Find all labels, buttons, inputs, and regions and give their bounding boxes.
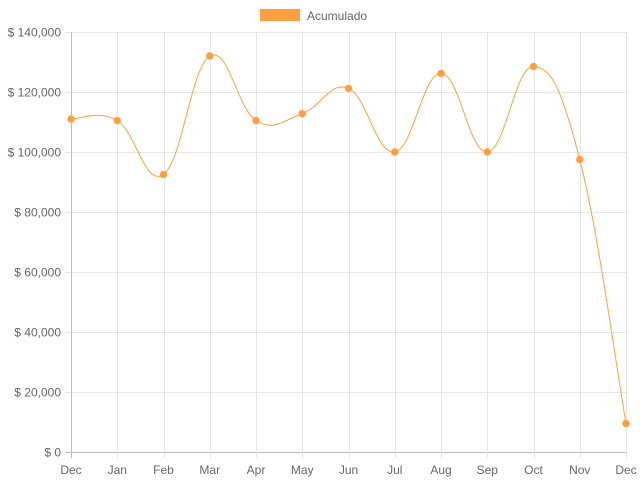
grid-layer (65, 32, 627, 458)
data-point[interactable] (159, 170, 168, 179)
x-tick-label: Apr (247, 463, 266, 477)
x-tick-label: Nov (569, 463, 590, 477)
y-tick-label: $ 20,000 (14, 386, 61, 400)
legend-swatch[interactable] (260, 9, 300, 21)
x-tick-label: Jun (339, 463, 358, 477)
y-tick-label: $ 60,000 (14, 266, 61, 280)
data-point[interactable] (437, 69, 445, 78)
data-point[interactable] (298, 109, 306, 118)
y-tick-label: $ 0 (44, 446, 61, 460)
x-tick-label: Dec (60, 463, 81, 477)
x-tick-label: Jul (387, 463, 402, 477)
y-tick-label: $ 40,000 (14, 326, 61, 340)
x-tick-label: Dec (615, 463, 636, 477)
y-tick-label: $ 140,000 (8, 26, 62, 40)
data-point[interactable] (529, 62, 538, 71)
data-point[interactable] (622, 419, 630, 428)
data-point[interactable] (67, 115, 75, 123)
data-point[interactable] (483, 148, 491, 156)
data-point[interactable] (252, 116, 260, 125)
y-tick-label: $ 120,000 (8, 86, 62, 100)
x-tick-label: Mar (199, 463, 220, 477)
x-tick-label: Sep (477, 463, 499, 477)
x-tick-label: Feb (153, 463, 174, 477)
y-tick-label: $ 100,000 (8, 146, 62, 160)
data-point[interactable] (206, 52, 214, 60)
y-tick-label: $ 80,000 (14, 206, 61, 220)
x-tick-label: May (291, 463, 314, 477)
legend[interactable]: Acumulado (260, 9, 367, 23)
x-tick-label: Oct (524, 463, 543, 477)
data-point[interactable] (344, 84, 353, 93)
data-point[interactable] (576, 155, 584, 164)
series-layer (67, 52, 630, 428)
data-point[interactable] (113, 116, 121, 125)
series-line (70, 54, 627, 424)
legend-label[interactable]: Acumulado (307, 9, 367, 23)
data-point[interactable] (391, 148, 399, 156)
x-tick-label: Aug (430, 463, 451, 477)
axis-layer: $ 0 $ 20,000 $ 40,000 $ 60,000 $ 80,000 $ 100… (8, 26, 637, 478)
x-tick-label: Jan (108, 463, 127, 477)
